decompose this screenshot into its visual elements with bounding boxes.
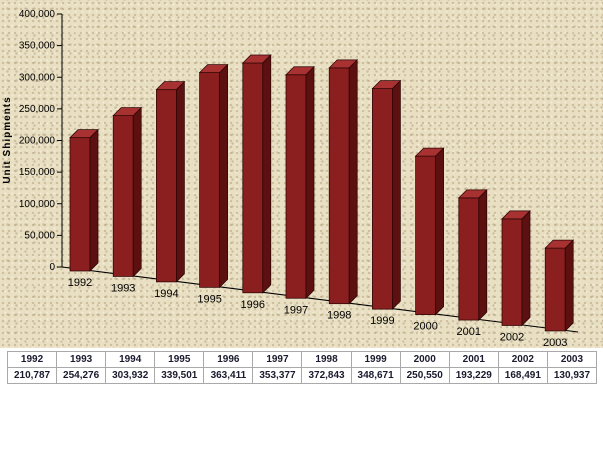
table-value-cell: 193,229 bbox=[449, 368, 499, 384]
x-axis-line bbox=[61, 266, 579, 333]
table-value-cell: 363,411 bbox=[204, 368, 254, 384]
table-year-cell: 1993 bbox=[57, 352, 107, 368]
y-axis-tick-label: 400,000 bbox=[19, 9, 56, 20]
y-axis-tick-label: 50,000 bbox=[24, 230, 55, 241]
plot-area: Unit Shipments 0 50,000 100,000 150,000 200,0… bbox=[2, 9, 579, 348]
bar-side bbox=[132, 106, 142, 278]
bar-side bbox=[176, 80, 185, 283]
y-axis-tick-label: 250,000 bbox=[19, 104, 56, 115]
bar-front bbox=[242, 62, 264, 294]
x-axis-category-label: 1995 bbox=[197, 293, 221, 305]
bar-front bbox=[156, 89, 177, 283]
table-value-cell: 250,550 bbox=[400, 368, 450, 384]
table-year-cell: 1997 bbox=[253, 352, 303, 368]
bar-front bbox=[199, 72, 220, 288]
bar-side bbox=[219, 63, 228, 289]
bar-side bbox=[262, 54, 272, 294]
x-axis-category-label: 2001 bbox=[457, 326, 481, 338]
x-axis-category-label: 2002 bbox=[500, 332, 524, 344]
data-table: 1992 1993 1994 1995 1996 1997 1998 1999 2000 2001… bbox=[7, 351, 597, 384]
bar-front bbox=[285, 74, 307, 299]
bar-side bbox=[435, 147, 444, 316]
x-axis-category-label: 2000 bbox=[413, 321, 437, 333]
x-axis-category-label: 1999 bbox=[370, 315, 394, 327]
bar-front bbox=[501, 218, 523, 326]
y-axis-tick-label: 100,000 bbox=[19, 199, 56, 210]
bar-side bbox=[478, 188, 488, 321]
x-axis-category-label: 2003 bbox=[543, 337, 567, 348]
table-year-cell: 1995 bbox=[155, 352, 205, 368]
bar-side bbox=[89, 128, 99, 272]
bar-side bbox=[392, 79, 401, 311]
table-year-cell: 2003 bbox=[547, 352, 597, 368]
x-axis-category-label: 1993 bbox=[111, 282, 135, 294]
table-value-cell: 339,501 bbox=[155, 368, 205, 384]
y-axis-tick-label: 150,000 bbox=[19, 167, 56, 178]
bar-front bbox=[69, 137, 91, 272]
table-value-cell: 372,843 bbox=[302, 368, 352, 384]
table-value-cell: 254,276 bbox=[57, 368, 107, 384]
table-year-cell: 1999 bbox=[351, 352, 401, 368]
y-axis-tick-label: 0 bbox=[49, 262, 55, 273]
table-value-cell: 168,491 bbox=[498, 368, 548, 384]
table-year-cell: 2002 bbox=[498, 352, 548, 368]
bar-side bbox=[348, 58, 358, 305]
table-value-cell: 303,932 bbox=[106, 368, 156, 384]
bar-front bbox=[112, 115, 134, 277]
table-year-cell: 2000 bbox=[400, 352, 450, 368]
y-axis-tick-label: 200,000 bbox=[19, 136, 56, 147]
chart-area: Unit Shipments 0 50,000 100,000 150,000 200,0… bbox=[0, 0, 603, 348]
bar-front bbox=[372, 88, 393, 310]
table-value-cell: 210,787 bbox=[8, 368, 58, 384]
y-axis-tick-label: 300,000 bbox=[19, 72, 56, 83]
table-year-cell: 1994 bbox=[106, 352, 156, 368]
table-year-cell: 1998 bbox=[302, 352, 352, 368]
bar-front bbox=[415, 155, 436, 315]
x-axis-category-label: 1996 bbox=[241, 299, 265, 311]
table-year-cell: 2001 bbox=[449, 352, 499, 368]
bar-side bbox=[521, 210, 531, 327]
table-year-cell: 1996 bbox=[204, 352, 254, 368]
bar-side bbox=[305, 65, 315, 300]
x-axis-category-label: 1992 bbox=[68, 277, 92, 289]
bar-side bbox=[564, 239, 574, 332]
bar-front bbox=[544, 247, 566, 332]
table-year-cell: 1992 bbox=[8, 352, 58, 368]
y-axis-tick-label: 350,000 bbox=[19, 41, 56, 52]
x-axis-category-label: 1998 bbox=[327, 310, 351, 322]
table-value-cell: 348,671 bbox=[351, 368, 401, 384]
bar-front bbox=[328, 67, 350, 305]
x-axis-category-label: 1997 bbox=[284, 304, 308, 316]
table-value-cell: 353,377 bbox=[253, 368, 303, 384]
y-axis-title: Unit Shipments bbox=[2, 96, 13, 183]
x-axis-category-label: 1994 bbox=[154, 288, 178, 300]
bar-front bbox=[458, 197, 480, 321]
table-value-cell: 130,937 bbox=[547, 368, 597, 384]
